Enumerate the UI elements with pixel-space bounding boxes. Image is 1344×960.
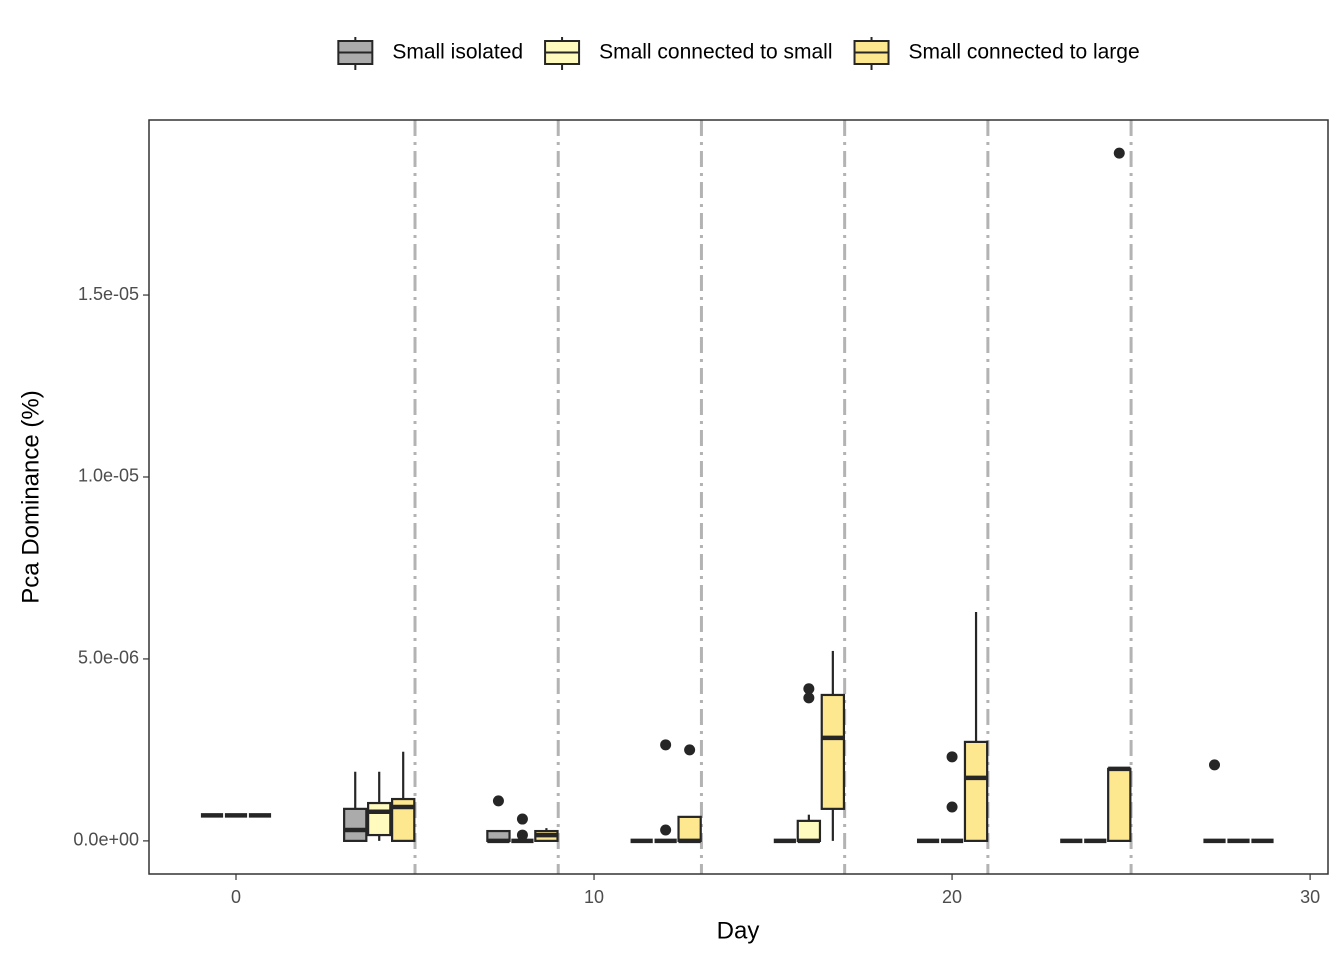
- box: [820, 693, 846, 810]
- legend-key: [544, 37, 581, 70]
- outlier: [803, 683, 815, 695]
- legend-label: Small connected to large: [909, 41, 1140, 64]
- x-tick-label: 0: [231, 887, 241, 907]
- outlier: [1113, 147, 1125, 159]
- legend-key: [337, 37, 374, 70]
- outlier: [684, 744, 696, 756]
- outlier: [946, 751, 958, 763]
- box: [1107, 767, 1132, 842]
- y-axis-title: Pca Dominance (%): [17, 390, 44, 603]
- legend: Small isolated Small connected to small Sm…: [337, 37, 1140, 70]
- box: [677, 815, 702, 842]
- x-tick-label: 10: [584, 887, 604, 907]
- legend-label: Small isolated: [392, 41, 523, 64]
- outlier: [946, 801, 958, 813]
- outlier: [660, 824, 672, 836]
- y-tick-label: 1.5e-05: [78, 284, 139, 304]
- outlier: [516, 813, 528, 825]
- plot-border: [148, 119, 1329, 875]
- outlier: [492, 795, 504, 807]
- legend-key: [853, 37, 890, 70]
- y-tick-label: 1.0e-05: [78, 466, 139, 486]
- box: [391, 797, 416, 842]
- box: [963, 740, 989, 842]
- x-tick-label: 30: [1300, 887, 1320, 907]
- legend-label: Small connected to small: [599, 41, 832, 64]
- box: [796, 819, 822, 842]
- outlier: [803, 692, 815, 704]
- plot-background: [149, 120, 1328, 874]
- box: [367, 801, 392, 837]
- box: [343, 807, 368, 842]
- outlier: [516, 829, 528, 841]
- outlier: [660, 739, 672, 751]
- x-axis-title: Day: [717, 917, 760, 944]
- outlier: [1209, 759, 1221, 771]
- y-tick-label: 5.0e-06: [78, 648, 139, 668]
- x-tick-label: 20: [942, 887, 962, 907]
- y-tick-label: 0.0e+00: [73, 830, 139, 850]
